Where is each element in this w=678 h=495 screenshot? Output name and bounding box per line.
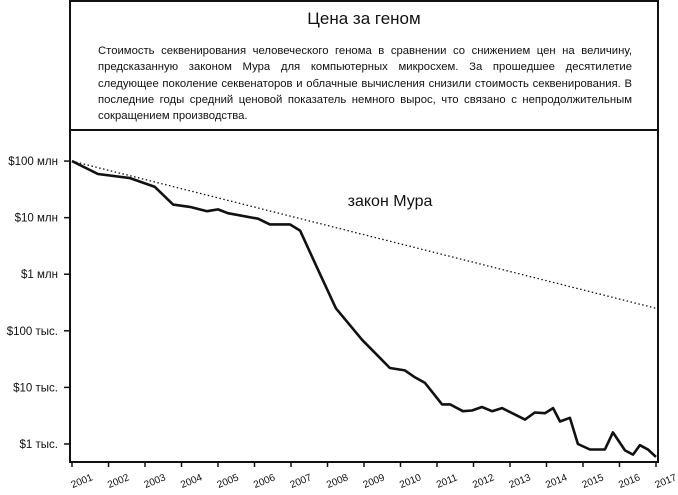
x-tick-label: 2006 xyxy=(252,472,277,491)
x-tick-label: 2002 xyxy=(106,472,131,491)
data-line xyxy=(71,159,657,458)
x-tick-label: 2012 xyxy=(471,472,496,491)
x-tick-label: 2005 xyxy=(216,472,241,491)
frame xyxy=(69,0,659,463)
chart-title: Цена за геном xyxy=(307,9,421,28)
y-tick-label: $100 тыс. xyxy=(7,326,58,338)
x-tick-label: 2003 xyxy=(143,472,168,491)
x-tick-label: 2013 xyxy=(508,472,533,491)
y-tick-label: $10 тыс. xyxy=(13,382,58,394)
series-label: закон Мура xyxy=(348,193,433,210)
x-tick-label: 2017 xyxy=(654,472,678,491)
y-tick-label: $1 тыс. xyxy=(20,439,58,451)
x-tick-label: 2011 xyxy=(435,472,459,490)
x-tick-label: 2008 xyxy=(325,472,350,491)
x-tick-label: 2014 xyxy=(544,472,569,491)
x-tick-label: 2007 xyxy=(289,472,314,491)
x-tick-label: 2009 xyxy=(362,472,387,491)
trend-line xyxy=(71,160,657,309)
y-tick-label: $100 млн xyxy=(8,156,58,168)
x-tick-label: 2010 xyxy=(398,472,423,491)
x-tick-label: 2001 xyxy=(70,472,95,491)
y-tick-label: $10 млн xyxy=(15,213,58,225)
x-tick-label: 2016 xyxy=(617,472,642,491)
x-tick-label: 2015 xyxy=(581,472,606,491)
chart-description: Стоимость секвенирования человеческого г… xyxy=(98,45,632,123)
y-tick-label: $1 млн xyxy=(21,269,58,281)
x-tick-label: 2004 xyxy=(179,472,204,491)
